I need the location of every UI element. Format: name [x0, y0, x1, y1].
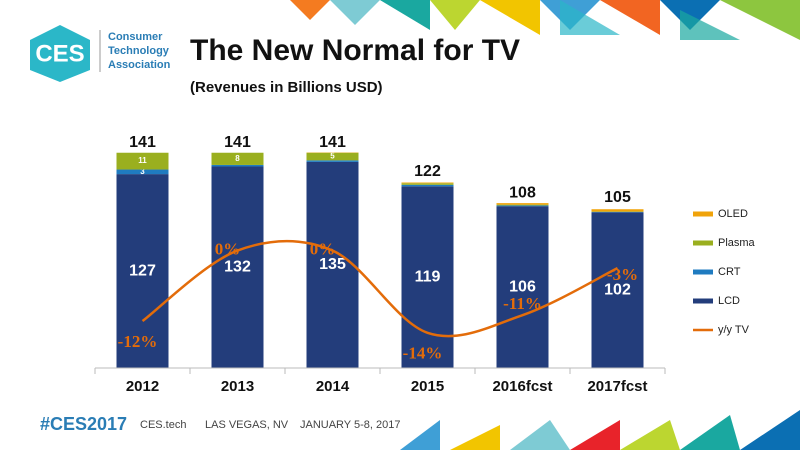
x-tick-label: 2013: [221, 378, 254, 395]
line-label: 0%: [215, 239, 241, 258]
data-label: 119: [415, 268, 441, 285]
line-label: -11%: [503, 294, 542, 313]
bar-segment: [497, 203, 549, 205]
total-label: 108: [509, 184, 536, 201]
total-label: 105: [604, 189, 631, 206]
x-tick-label: 2016fcst: [492, 378, 552, 395]
x-tick-label: 2012: [126, 378, 159, 395]
decor-bottom: [400, 410, 800, 450]
line-label: -14%: [403, 344, 443, 363]
legend-label: CRT: [718, 266, 741, 278]
footer-place: LAS VEGAS, NV: [205, 419, 289, 431]
legend-label: OLED: [718, 208, 748, 220]
legend-swatch: [693, 299, 713, 304]
line-label: -3%: [607, 265, 638, 284]
data-label: 132: [224, 258, 251, 275]
total-label: 141: [129, 134, 156, 151]
x-tick-label: 2017fcst: [587, 378, 647, 395]
legend-label: y/y TV: [718, 324, 750, 336]
org-name: Technology: [108, 45, 170, 57]
bar-segment: [592, 209, 644, 211]
footer: #CES2017 CES.tech LAS VEGAS, NV JANUARY …: [40, 414, 400, 434]
footer-date: JANUARY 5-8, 2017: [300, 419, 400, 431]
footer-tag: #CES2017: [40, 414, 127, 434]
chart-subtitle: (Revenues in Billions USD): [190, 79, 383, 96]
legend-swatch: [693, 270, 713, 275]
legend-swatch: [693, 241, 713, 246]
org-name: Association: [108, 59, 171, 71]
bar-segment: [402, 183, 454, 185]
bar-segment: [212, 165, 264, 167]
total-label: 122: [414, 163, 441, 180]
legend-swatch: [693, 212, 713, 217]
data-label: 106: [509, 278, 536, 295]
legend-label: Plasma: [718, 237, 756, 249]
data-label: 11: [138, 156, 147, 165]
line-label: 0%: [310, 239, 336, 258]
data-label: 5: [330, 152, 335, 161]
total-label: 141: [224, 134, 251, 151]
chart-title: The New Normal for TV: [190, 34, 520, 67]
legend-label: LCD: [718, 295, 740, 307]
line-label: -12%: [118, 332, 158, 351]
data-label: 8: [235, 154, 240, 163]
data-label: 135: [319, 256, 346, 273]
total-label: 141: [319, 134, 346, 151]
x-tick-label: 2015: [411, 378, 444, 395]
bar-segment: [402, 183, 454, 184]
x-tick-label: 2014: [316, 378, 350, 395]
data-label: 127: [129, 262, 156, 279]
bar-segment: [497, 205, 549, 206]
org-name: Consumer: [108, 31, 163, 43]
footer-site: CES.tech: [140, 419, 186, 431]
bar-segment: [402, 185, 454, 187]
logo: CES Consumer Technology Association: [30, 25, 171, 82]
logo-text: CES: [35, 40, 84, 67]
bar-segment: [497, 205, 549, 206]
